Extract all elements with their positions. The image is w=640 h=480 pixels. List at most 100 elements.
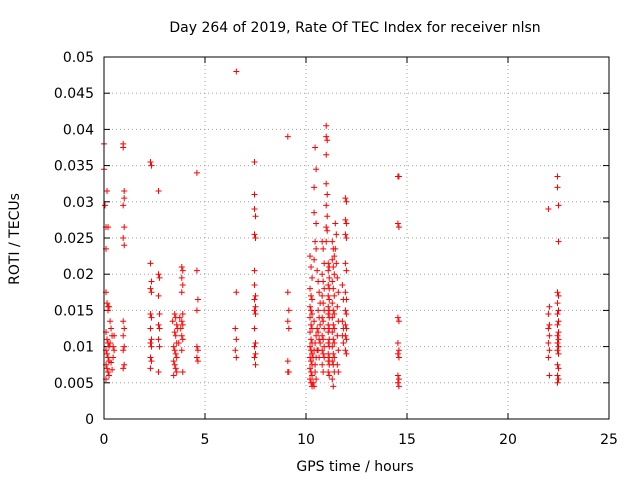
data-point	[232, 325, 239, 332]
data-point	[324, 227, 331, 234]
data-point	[319, 292, 326, 299]
data-point	[106, 372, 113, 379]
data-point	[309, 311, 316, 318]
data-point	[311, 209, 318, 216]
data-point	[331, 253, 338, 260]
data-point	[335, 289, 342, 296]
data-point	[320, 318, 327, 325]
data-point	[178, 332, 185, 339]
y-tick-label: 0.045	[54, 86, 94, 102]
data-point	[171, 311, 178, 318]
data-point	[323, 122, 330, 129]
data-point	[121, 242, 128, 249]
data-point	[284, 368, 291, 375]
data-point	[545, 354, 552, 361]
data-point	[325, 303, 332, 310]
data-point	[176, 314, 183, 321]
y-tick-label: 0.01	[63, 340, 94, 356]
data-point	[252, 235, 259, 241]
data-point	[323, 224, 330, 231]
data-point	[121, 224, 128, 231]
data-point	[147, 158, 154, 165]
data-point	[147, 325, 154, 332]
y-axis-label: ROTI / TECUs	[7, 193, 23, 285]
data-point	[313, 332, 320, 339]
data-point	[324, 137, 331, 144]
data-point	[320, 350, 327, 357]
data-point	[121, 325, 128, 332]
data-point	[147, 365, 154, 372]
data-point	[394, 379, 401, 386]
data-point	[333, 260, 340, 267]
y-tick-label: 0.05	[63, 50, 94, 66]
data-point	[555, 336, 562, 343]
data-point	[178, 347, 185, 354]
data-point	[395, 347, 402, 354]
data-point	[252, 303, 259, 310]
data-point	[323, 180, 330, 187]
data-point	[326, 354, 333, 361]
data-point	[317, 321, 324, 328]
data-point	[325, 368, 332, 375]
data-point	[193, 343, 200, 350]
data-point	[111, 332, 118, 339]
data-point	[339, 318, 346, 325]
data-point	[148, 162, 155, 169]
data-point	[284, 358, 291, 365]
data-point	[394, 314, 401, 321]
y-tick-label: 0.04	[63, 122, 94, 138]
data-point	[330, 285, 337, 292]
data-point	[316, 354, 323, 361]
data-point	[342, 347, 349, 354]
data-point	[546, 332, 553, 339]
data-point	[333, 231, 340, 238]
data-point	[307, 376, 314, 383]
data-point	[315, 329, 322, 336]
data-point	[179, 267, 186, 274]
data-point	[312, 238, 319, 245]
data-point	[329, 358, 336, 365]
data-point	[325, 321, 332, 328]
data-point	[323, 151, 330, 158]
data-point	[147, 285, 154, 292]
data-point	[252, 339, 259, 346]
data-point	[555, 350, 562, 357]
data-point	[546, 321, 553, 328]
data-point	[319, 332, 326, 339]
data-point	[555, 376, 562, 383]
data-point	[332, 245, 339, 252]
data-point	[330, 350, 337, 357]
data-point	[252, 292, 259, 299]
data-point	[331, 271, 338, 278]
data-point	[121, 343, 128, 350]
data-point	[343, 336, 350, 343]
data-point	[172, 350, 179, 357]
plot-frame	[103, 56, 610, 420]
data-point	[325, 339, 332, 346]
data-point	[313, 376, 320, 383]
data-point	[121, 361, 128, 368]
data-point	[554, 300, 561, 307]
data-point	[173, 321, 180, 328]
data-point	[156, 343, 163, 350]
data-point	[251, 307, 258, 314]
data-point	[251, 282, 258, 289]
data-point	[171, 361, 178, 368]
data-point	[329, 314, 336, 321]
data-point	[308, 336, 315, 343]
data-point	[120, 332, 127, 339]
data-point	[307, 314, 314, 321]
data-point	[329, 300, 336, 307]
data-point	[343, 220, 350, 227]
data-point	[251, 191, 258, 198]
data-point	[323, 238, 330, 245]
data-point	[307, 343, 314, 350]
data-point	[313, 245, 320, 252]
data-point	[109, 366, 116, 373]
data-point	[319, 361, 326, 368]
data-point	[321, 307, 328, 314]
data-point	[545, 339, 552, 346]
data-point	[395, 354, 402, 361]
data-point	[110, 354, 117, 361]
